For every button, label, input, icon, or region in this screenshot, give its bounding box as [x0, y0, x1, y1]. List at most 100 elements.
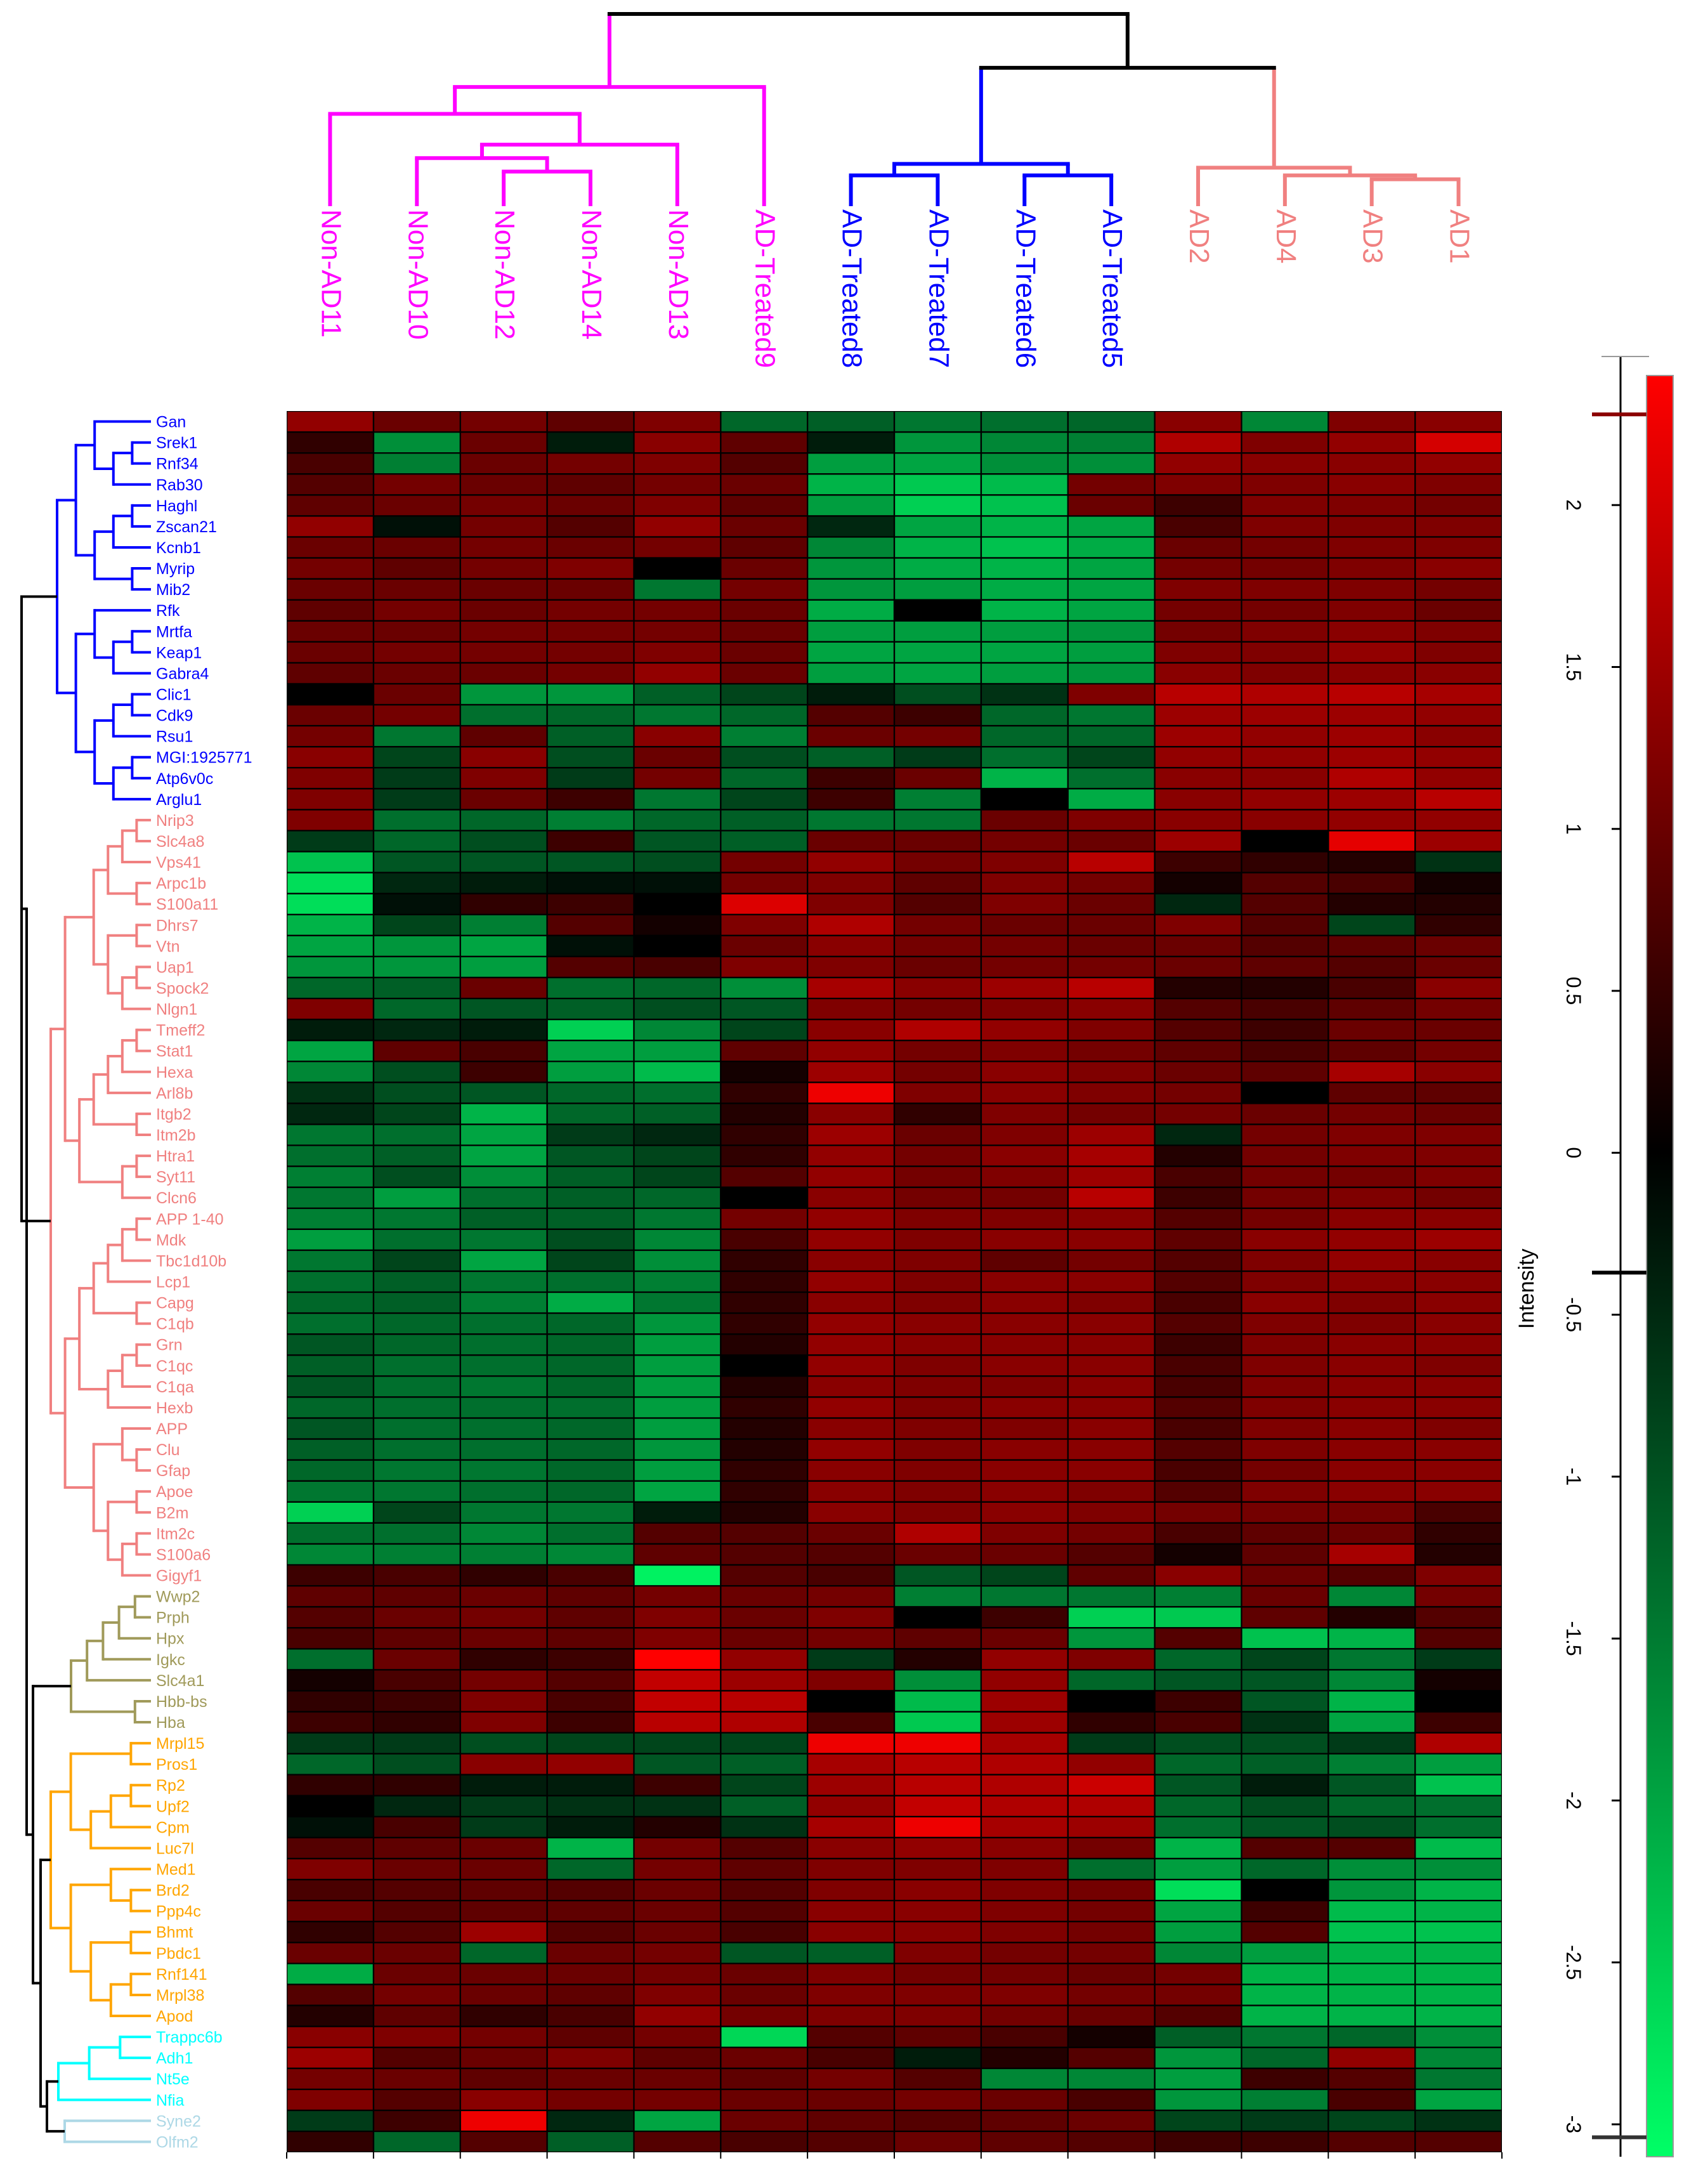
heatmap-cell	[547, 1712, 634, 1732]
heatmap-cell	[547, 1187, 634, 1208]
heatmap-cell	[547, 1943, 634, 1963]
heatmap-cell	[634, 726, 721, 746]
heatmap-cell	[1155, 2048, 1241, 2068]
heatmap-cell	[1416, 684, 1501, 704]
heatmap-cell	[460, 664, 547, 683]
heatmap-cell	[982, 1439, 1067, 1460]
heatmap-cell	[287, 1418, 373, 1439]
heatmap-cell	[1329, 1524, 1414, 1543]
heatmap-cell	[808, 2111, 894, 2131]
heatmap-cell	[808, 2069, 894, 2089]
heatmap-cell	[808, 999, 894, 1019]
heatmap-cell	[1155, 726, 1241, 746]
heatmap-cell	[547, 454, 634, 473]
heatmap-cell	[1416, 852, 1501, 872]
heatmap-cell	[1242, 2111, 1328, 2131]
heatmap-cell	[460, 831, 547, 851]
heatmap-cell	[1242, 936, 1328, 956]
heatmap-cell	[1155, 1314, 1241, 1333]
heatmap-cell	[1068, 1524, 1154, 1543]
heatmap-cell	[1329, 852, 1414, 872]
heatmap-cell	[1068, 579, 1154, 599]
heatmap-cell	[1329, 1167, 1414, 1187]
heatmap-cell	[547, 1418, 634, 1439]
heatmap-cell	[1329, 1586, 1414, 1606]
row-label: Lcp1	[156, 1274, 190, 1291]
heatmap-cell	[982, 1167, 1067, 1187]
heatmap-cell	[808, 894, 894, 914]
heatmap-cell	[1155, 1041, 1241, 1061]
heatmap-cell	[460, 936, 547, 956]
heatmap-cell	[1155, 1943, 1241, 1963]
heatmap-cell	[287, 978, 373, 998]
heatmap-cell	[808, 664, 894, 683]
heatmap-cell	[1242, 621, 1328, 641]
heatmap-cell	[808, 1020, 894, 1040]
heatmap-cell	[547, 2069, 634, 2089]
heatmap-cell	[1068, 894, 1154, 914]
heatmap-cell	[721, 1187, 807, 1208]
heatmap-cell	[1242, 1943, 1328, 1963]
heatmap-cell	[895, 2090, 981, 2110]
heatmap-cell	[547, 2027, 634, 2047]
heatmap-cell	[1416, 621, 1501, 641]
row-label: APP 1-40	[156, 1210, 224, 1228]
heatmap-cell	[1329, 1335, 1414, 1355]
row-label: Mib2	[156, 581, 190, 599]
heatmap-cell	[1068, 1481, 1154, 1501]
heatmap-cell	[895, 579, 981, 599]
heatmap-cell	[1155, 2111, 1241, 2131]
heatmap-cell	[808, 1314, 894, 1333]
row-label: Wwp2	[156, 1588, 200, 1606]
heatmap-cell	[1068, 810, 1154, 830]
heatmap-cell	[374, 1376, 460, 1397]
heatmap-cell	[1068, 1733, 1154, 1753]
heatmap-cell	[1155, 1104, 1241, 1124]
heatmap-cell	[1068, 1187, 1154, 1208]
heatmap-cell	[721, 747, 807, 768]
heatmap-cell	[1416, 1817, 1501, 1837]
heatmap-cell	[374, 915, 460, 935]
heatmap-cell	[287, 1335, 373, 1355]
heatmap-cell	[287, 1020, 373, 1040]
heatmap-cell	[1242, 1356, 1328, 1376]
heatmap-cell	[1155, 1817, 1241, 1837]
heatmap-cell	[1242, 957, 1328, 977]
heatmap-cell	[374, 1712, 460, 1732]
heatmap-cell	[460, 1566, 547, 1585]
heatmap-cell	[982, 1628, 1067, 1649]
heatmap-cell	[895, 1356, 981, 1376]
heatmap-cell	[1068, 1439, 1154, 1460]
heatmap-cell	[374, 474, 460, 495]
heatmap-cell	[374, 2069, 460, 2089]
heatmap-cell	[374, 957, 460, 977]
heatmap-cell	[374, 789, 460, 809]
heatmap-cell	[460, 873, 547, 893]
heatmap-cell	[982, 1041, 1067, 1061]
heatmap-cell	[634, 579, 721, 599]
heatmap-cell	[808, 726, 894, 746]
row-label: Rp2	[156, 1777, 185, 1795]
heatmap-cell	[1242, 1754, 1328, 1774]
heatmap-cell	[374, 1335, 460, 1355]
heatmap-cell	[1416, 1607, 1501, 1627]
heatmap-cell	[982, 1586, 1067, 1606]
column-label: AD-Treated7	[923, 209, 954, 368]
row-label: Bhmt	[156, 1924, 193, 1942]
heatmap-cell	[1416, 1628, 1501, 1649]
heatmap-cell	[1068, 474, 1154, 495]
heatmap-cell	[1155, 621, 1241, 641]
heatmap-cell	[1329, 1376, 1414, 1397]
heatmap-cell	[1329, 1691, 1414, 1711]
heatmap-cell	[287, 1397, 373, 1418]
heatmap-cell	[982, 474, 1067, 495]
heatmap-cell	[1242, 1649, 1328, 1670]
heatmap-cell	[1416, 1754, 1501, 1774]
heatmap-cell	[1329, 1439, 1414, 1460]
row-label: Vps41	[156, 854, 201, 872]
heatmap-cell	[808, 643, 894, 662]
heatmap-cell	[287, 1376, 373, 1397]
heatmap-cell	[634, 1062, 721, 1082]
heatmap-cell	[1329, 1418, 1414, 1439]
heatmap-cell	[1068, 1796, 1154, 1816]
